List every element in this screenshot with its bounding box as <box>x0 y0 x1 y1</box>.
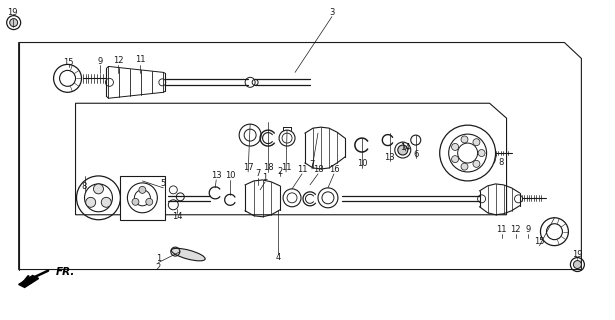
Circle shape <box>132 198 139 205</box>
Text: 2: 2 <box>156 263 161 272</box>
Text: 2: 2 <box>277 167 283 176</box>
Text: 11: 11 <box>281 164 292 172</box>
Circle shape <box>473 139 480 146</box>
Circle shape <box>461 163 468 170</box>
Text: 10: 10 <box>357 159 367 169</box>
Text: 15: 15 <box>63 58 74 67</box>
Text: 14: 14 <box>172 212 183 221</box>
Circle shape <box>398 145 408 155</box>
Text: 11: 11 <box>496 225 507 234</box>
Text: 5: 5 <box>161 180 166 188</box>
Text: 7: 7 <box>309 160 315 170</box>
Text: 15: 15 <box>534 237 545 246</box>
Text: 1: 1 <box>263 173 268 182</box>
Circle shape <box>139 186 146 193</box>
Text: 12: 12 <box>113 56 124 65</box>
Text: 19: 19 <box>572 250 582 259</box>
Text: 11: 11 <box>135 55 146 64</box>
Circle shape <box>85 197 96 207</box>
Text: 8: 8 <box>499 158 504 167</box>
Text: 13: 13 <box>211 172 221 180</box>
Text: 12: 12 <box>510 225 521 234</box>
Circle shape <box>146 198 153 205</box>
Text: 8: 8 <box>82 182 87 191</box>
Text: 6: 6 <box>413 149 418 158</box>
Text: 13: 13 <box>384 153 395 162</box>
Circle shape <box>10 19 18 27</box>
Text: FR.: FR. <box>55 267 75 276</box>
Ellipse shape <box>172 248 205 261</box>
Text: 17: 17 <box>243 164 253 172</box>
Text: 18: 18 <box>312 165 323 174</box>
Circle shape <box>101 197 111 207</box>
Text: 10: 10 <box>225 172 236 180</box>
Text: 19: 19 <box>7 8 18 17</box>
Polygon shape <box>121 176 165 220</box>
Text: 9: 9 <box>526 225 531 234</box>
Circle shape <box>573 260 581 268</box>
Text: 18: 18 <box>263 164 274 172</box>
Circle shape <box>93 184 103 194</box>
Text: 9: 9 <box>98 57 103 66</box>
Text: 16: 16 <box>328 165 339 174</box>
Text: 7: 7 <box>255 169 261 179</box>
Polygon shape <box>18 276 39 287</box>
Circle shape <box>473 160 480 167</box>
Circle shape <box>451 143 459 150</box>
Text: 11: 11 <box>297 165 308 174</box>
Text: 1: 1 <box>156 254 161 263</box>
Circle shape <box>451 156 459 163</box>
Text: 4: 4 <box>276 253 280 262</box>
Text: 3: 3 <box>329 8 335 17</box>
Circle shape <box>478 149 485 156</box>
Text: 14: 14 <box>400 142 411 152</box>
Circle shape <box>461 136 468 143</box>
